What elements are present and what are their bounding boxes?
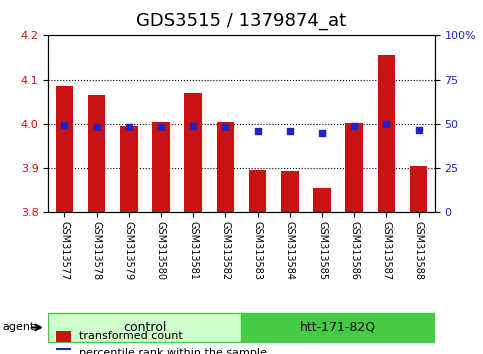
Bar — [56, 86, 73, 212]
Text: control: control — [123, 321, 167, 334]
Text: GDS3515 / 1379874_at: GDS3515 / 1379874_at — [136, 12, 347, 30]
Bar — [410, 166, 427, 212]
Text: GSM313579: GSM313579 — [124, 221, 134, 280]
Bar — [120, 126, 138, 212]
Text: GSM313586: GSM313586 — [349, 221, 359, 280]
Bar — [216, 122, 234, 212]
Text: GSM313581: GSM313581 — [188, 221, 198, 280]
Bar — [242, 313, 435, 342]
Point — [254, 128, 261, 134]
Text: transformed count: transformed count — [79, 331, 183, 341]
Point — [93, 125, 100, 130]
Point — [157, 124, 165, 130]
Point — [383, 121, 390, 127]
Text: htt-171-82Q: htt-171-82Q — [300, 321, 376, 334]
Bar — [152, 122, 170, 212]
Text: GSM313583: GSM313583 — [253, 221, 263, 280]
Bar — [249, 170, 267, 212]
Text: percentile rank within the sample: percentile rank within the sample — [79, 348, 267, 354]
Point — [415, 127, 423, 133]
Point — [350, 123, 358, 129]
Text: GSM313588: GSM313588 — [413, 221, 424, 280]
Text: GSM313577: GSM313577 — [59, 221, 70, 280]
Bar — [56, 348, 71, 354]
Point — [189, 123, 197, 129]
Point — [222, 124, 229, 130]
Bar — [185, 93, 202, 212]
Bar — [56, 331, 71, 342]
Bar — [281, 171, 298, 212]
Text: GSM313578: GSM313578 — [92, 221, 101, 280]
Bar — [48, 313, 242, 342]
Bar — [313, 188, 331, 212]
Point — [286, 128, 294, 134]
Text: agent: agent — [2, 322, 35, 332]
Bar — [88, 95, 105, 212]
Text: GSM313582: GSM313582 — [220, 221, 230, 280]
Text: GSM313584: GSM313584 — [285, 221, 295, 280]
Text: GSM313585: GSM313585 — [317, 221, 327, 280]
Bar — [378, 55, 395, 212]
Bar — [345, 123, 363, 212]
Point — [125, 125, 133, 130]
Text: GSM313587: GSM313587 — [382, 221, 391, 280]
Text: GSM313580: GSM313580 — [156, 221, 166, 280]
Point — [60, 122, 68, 128]
Point — [318, 130, 326, 136]
